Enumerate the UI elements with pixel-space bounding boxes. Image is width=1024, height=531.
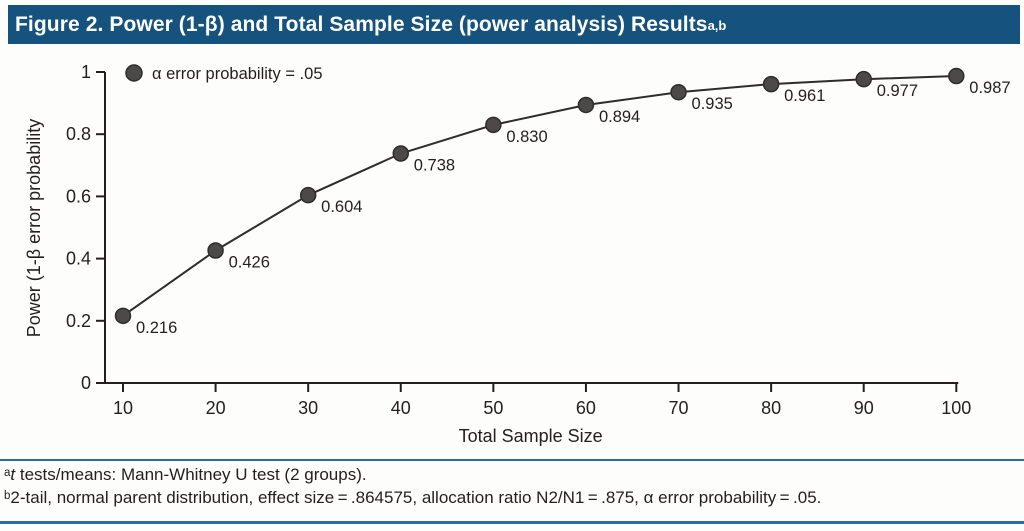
data-point-marker [485, 116, 502, 134]
legend-label: α error probability = .05 [152, 65, 323, 83]
data-point-label: 0.961 [784, 87, 825, 105]
footnote-b-text: 2-tail, normal parent distribution, effe… [10, 488, 822, 507]
x-tick-label: 70 [669, 398, 689, 418]
data-point-label: 0.894 [599, 108, 640, 126]
footnote-b-marker: b [4, 490, 11, 502]
x-tick-label: 30 [298, 398, 318, 418]
data-point-marker [114, 307, 132, 325]
footnote-a-marker: a [4, 467, 11, 479]
y-tick-label: 0.6 [66, 186, 91, 206]
y-tick-label: 1 [81, 62, 91, 82]
footnotes-block: at tests/means: Mann-Whitney U test (2 g… [4, 463, 1020, 509]
footnote-b: b2-tail, normal parent distribution, eff… [4, 486, 1020, 509]
data-point-marker [392, 145, 410, 162]
data-point-marker [855, 70, 872, 88]
data-point-marker [577, 96, 595, 114]
data-point-label: 0.977 [877, 82, 918, 100]
data-point-label: 0.987 [969, 79, 1010, 97]
figure-title: Figure 2. Power (1-β) and Total Sample S… [15, 13, 708, 36]
data-point-label: 0.426 [229, 254, 270, 272]
data-point-marker [948, 67, 965, 85]
data-point-marker [762, 75, 780, 93]
y-tick-label: 0.8 [66, 124, 91, 144]
y-tick-label: 0.2 [66, 311, 91, 331]
x-tick-label: 60 [576, 398, 596, 418]
data-point-label: 0.738 [414, 156, 455, 174]
power-curve-line [122, 75, 957, 317]
data-point-marker [207, 242, 224, 259]
x-tick-label: 10 [113, 398, 133, 418]
data-point-label: 0.604 [321, 198, 362, 216]
x-tick-label: 100 [941, 398, 971, 418]
data-point-marker [670, 83, 687, 101]
y-tick-label: 0 [81, 373, 91, 393]
footnote-a-text: tests/means: Mann-Whitney U test (2 grou… [15, 465, 367, 484]
footnote-a: at tests/means: Mann-Whitney U test (2 g… [4, 463, 1020, 486]
data-point-label: 0.830 [506, 128, 547, 146]
x-tick-label: 90 [854, 398, 874, 418]
power-curve-chart: 0 0.2 0.4 0.6 0.8 1 10 20 30 40 50 60 70 80 90 100 Total… [24, 62, 1011, 446]
data-point-label: 0.935 [692, 95, 733, 113]
data-point-marker [299, 186, 317, 204]
x-axis-title: Total Sample Size [459, 426, 603, 446]
figure-title-superscript: a,b [707, 18, 727, 33]
footnote-a-italic-t: t [10, 465, 16, 484]
figure-title-bar: Figure 2. Power (1-β) and Total Sample S… [8, 5, 1020, 44]
chart-area: 0 0.2 0.4 0.6 0.8 1 10 20 30 40 50 60 70 80 90 100 Total… [0, 44, 1024, 456]
axis-lines [104, 72, 959, 384]
y-tick-label: 0.4 [66, 249, 91, 269]
x-tick-label: 20 [206, 398, 226, 418]
footnote-divider-rule [0, 459, 1024, 461]
bottom-border-rule [0, 521, 1024, 524]
x-tick-label: 80 [761, 398, 781, 418]
y-axis-title: Power (1-β error probability [24, 119, 44, 337]
x-tick-label: 50 [483, 398, 503, 418]
legend-marker-icon [125, 64, 143, 82]
data-point-label: 0.216 [136, 319, 177, 337]
x-tick-label: 40 [391, 398, 411, 418]
